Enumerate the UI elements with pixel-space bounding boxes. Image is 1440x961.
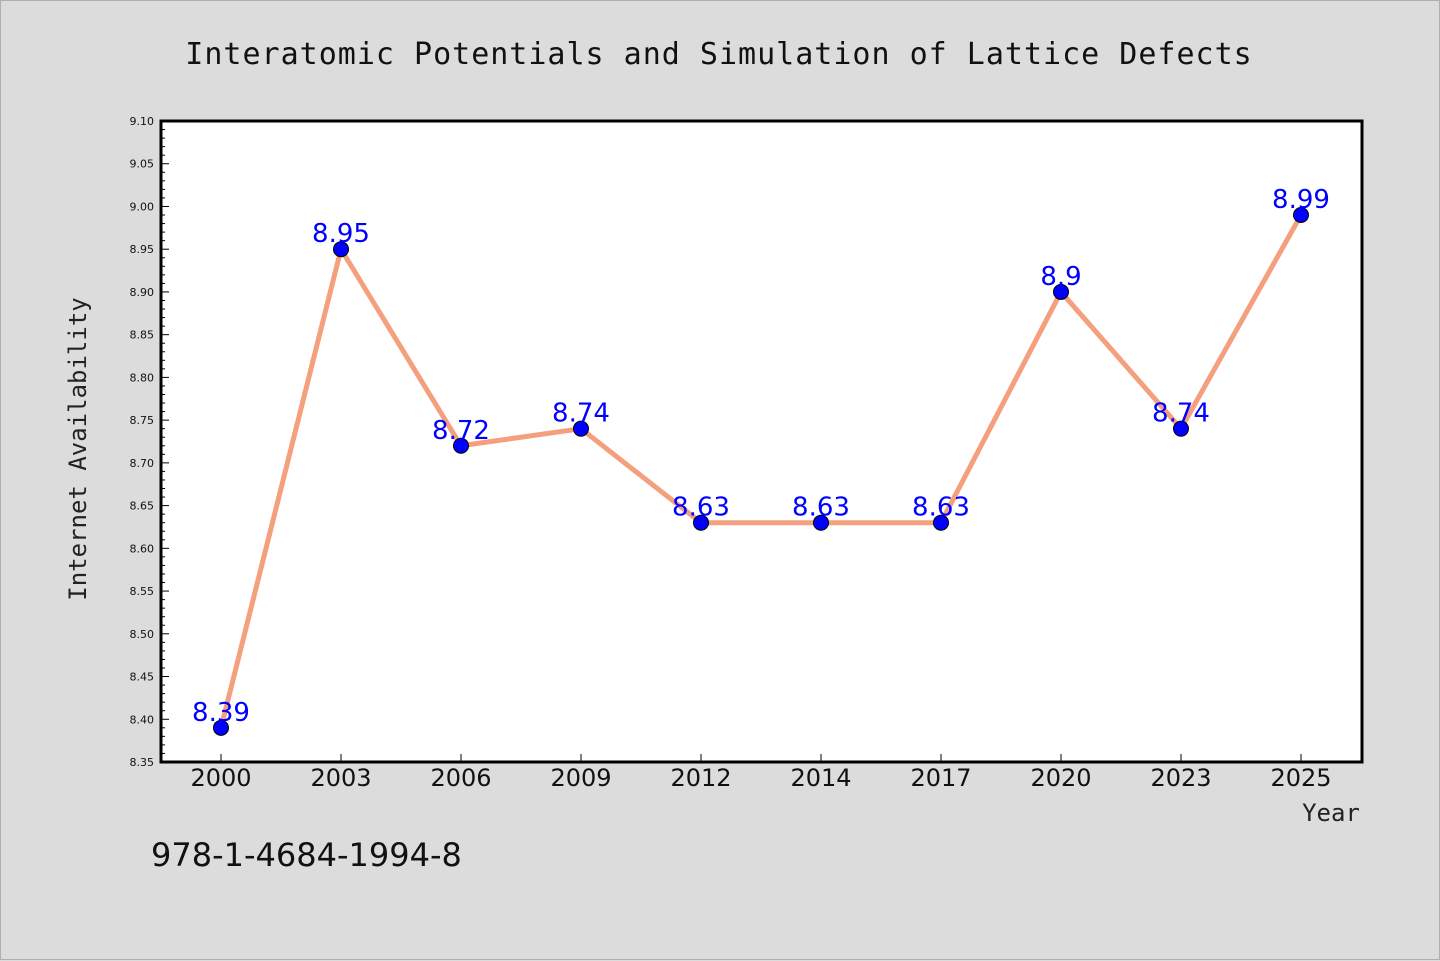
data-label: 8.74 bbox=[552, 399, 610, 429]
y-tick-label: 8.75 bbox=[130, 414, 155, 427]
line-segment bbox=[458, 426, 584, 449]
x-tick-label: 2003 bbox=[310, 764, 371, 792]
data-label: 8.63 bbox=[672, 493, 730, 523]
y-tick-label: 8.50 bbox=[130, 628, 155, 641]
data-label: 8.72 bbox=[432, 416, 490, 446]
data-label: 8.9 bbox=[1040, 262, 1081, 292]
data-point bbox=[453, 437, 469, 454]
data-labels: 8.39 8.95 8.72 8.74 8.63 8.63 8.63 8.9 8.74 8.99 bbox=[192, 185, 1330, 728]
data-label: 8.74 bbox=[1152, 399, 1210, 429]
y-axis: 8.35 8.40 8.45 8.50 8.55 8.60 8.65 8.70 8.75 8.80… bbox=[130, 115, 169, 769]
line-segment bbox=[1058, 289, 1184, 432]
line-segment bbox=[1178, 212, 1304, 432]
y-tick-label: 9.00 bbox=[130, 200, 155, 213]
y-tick-label: 8.45 bbox=[130, 671, 155, 684]
series-line bbox=[218, 212, 1304, 731]
y-tick-label: 8.55 bbox=[130, 585, 155, 598]
x-tick-label: 2020 bbox=[1030, 764, 1091, 792]
x-tick-label: 2000 bbox=[190, 764, 251, 792]
x-axis: 2000 2003 2006 2009 2012 2014 2017 2020 2023 2025 bbox=[190, 754, 1332, 792]
data-point bbox=[573, 420, 589, 437]
x-tick-label: 2012 bbox=[670, 764, 731, 792]
data-label: 8.99 bbox=[1272, 185, 1330, 215]
line-segment bbox=[218, 246, 344, 731]
x-tick-label: 2023 bbox=[1150, 764, 1211, 792]
x-tick-label: 2014 bbox=[790, 764, 851, 792]
y-tick-label: 8.90 bbox=[130, 286, 155, 299]
line-segment bbox=[338, 246, 464, 449]
plot-area bbox=[159, 119, 1364, 764]
data-point bbox=[1173, 420, 1189, 437]
data-point bbox=[333, 241, 349, 258]
y-tick-label: 8.40 bbox=[130, 713, 155, 726]
data-point bbox=[1293, 207, 1309, 224]
data-label: 8.95 bbox=[312, 219, 370, 249]
y-tick-label: 8.70 bbox=[130, 457, 155, 470]
data-label: 8.63 bbox=[792, 493, 850, 523]
x-tick-label: 2006 bbox=[430, 764, 491, 792]
line-segment bbox=[938, 289, 1064, 526]
data-label: 8.39 bbox=[192, 698, 250, 728]
data-point bbox=[933, 514, 949, 531]
series-markers bbox=[213, 207, 1309, 736]
x-tick-label: 2025 bbox=[1270, 764, 1331, 792]
footer-code: 978-1-4684-1994-8 bbox=[151, 836, 462, 874]
x-axis-label: Year bbox=[1302, 799, 1360, 827]
data-point bbox=[813, 514, 829, 531]
data-point bbox=[693, 514, 709, 531]
x-tick-label: 2017 bbox=[910, 764, 971, 792]
line-segment bbox=[578, 426, 704, 526]
chart-title: Interatomic Potentials and Simulation of… bbox=[185, 37, 1252, 72]
y-tick-label: 8.80 bbox=[130, 371, 155, 384]
y-tick-label: 8.35 bbox=[130, 756, 155, 769]
x-tick-label: 2009 bbox=[550, 764, 611, 792]
data-point bbox=[213, 719, 229, 736]
data-point bbox=[1053, 283, 1069, 300]
y-tick-label: 8.65 bbox=[130, 500, 155, 513]
data-label: 8.63 bbox=[912, 493, 970, 523]
y-tick-label: 9.05 bbox=[130, 158, 155, 171]
y-tick-label: 8.60 bbox=[130, 542, 155, 555]
y-tick-label: 8.85 bbox=[130, 329, 155, 342]
y-axis-label: Internet Availability bbox=[64, 297, 92, 600]
y-tick-label: 9.10 bbox=[130, 115, 155, 128]
y-tick-label: 8.95 bbox=[130, 243, 155, 256]
